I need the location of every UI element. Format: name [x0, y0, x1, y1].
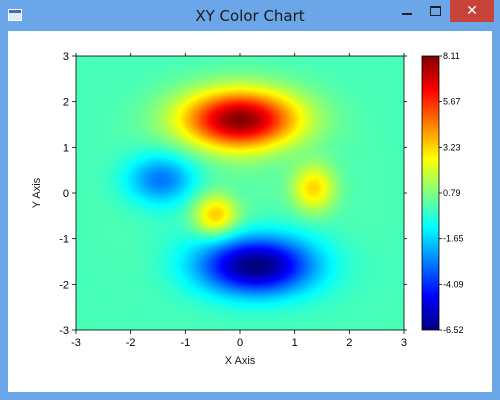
heatmap-surface	[76, 56, 404, 330]
x-axis-title: X Axis	[225, 355, 256, 367]
x-tick-label: 0	[237, 337, 243, 349]
close-icon: ✕	[466, 3, 478, 19]
colorbar-tick-label: -1.65	[443, 234, 464, 244]
maximize-icon	[430, 6, 441, 16]
title-bar[interactable]: XY Color Chart ✕	[0, 0, 500, 32]
x-tick-label: -2	[126, 337, 136, 349]
colorbar-tick-label: -4.09	[443, 279, 464, 289]
close-button[interactable]: ✕	[450, 0, 494, 22]
y-tick-label: 2	[63, 97, 69, 109]
y-tick-label: 1	[63, 142, 69, 154]
y-tick-label: -3	[59, 325, 69, 337]
x-tick-label: 1	[292, 337, 298, 349]
xy-color-chart: 8.11 5.67 3.23 0.79 -1.65 -4.09 -6.52 -3 -2 -1 0 1…	[31, 51, 464, 367]
y-tick-label: 0	[63, 188, 69, 200]
window-icon[interactable]	[8, 9, 22, 21]
colorbar-tick-label: 5.67	[443, 97, 461, 107]
x-tick-label: -1	[180, 337, 190, 349]
x-tick-label: -3	[71, 337, 81, 349]
colorbar-tick-label: 0.79	[443, 188, 461, 198]
colorbar	[421, 55, 440, 331]
y-tick-label: 3	[63, 51, 69, 63]
colorbar-tick-label: -6.52	[443, 325, 464, 335]
y-tick-label: -2	[59, 279, 69, 291]
colorbar-tick-label: 8.11	[443, 51, 460, 61]
minimize-icon	[402, 13, 412, 15]
y-axis-title: Y Axis	[31, 177, 43, 208]
colorbar-tick-label: 3.23	[443, 142, 461, 152]
x-tick-label: 2	[346, 337, 352, 349]
window-title: XY Color Chart	[195, 7, 305, 25]
chart-area: 8.11 5.67 3.23 0.79 -1.65 -4.09 -6.52 -3 -2 -1 0 1…	[8, 31, 492, 392]
y-tick-label: -1	[59, 234, 69, 246]
x-tick-label: 3	[401, 337, 407, 349]
minimize-button[interactable]	[393, 0, 421, 22]
maximize-button[interactable]	[422, 0, 449, 22]
